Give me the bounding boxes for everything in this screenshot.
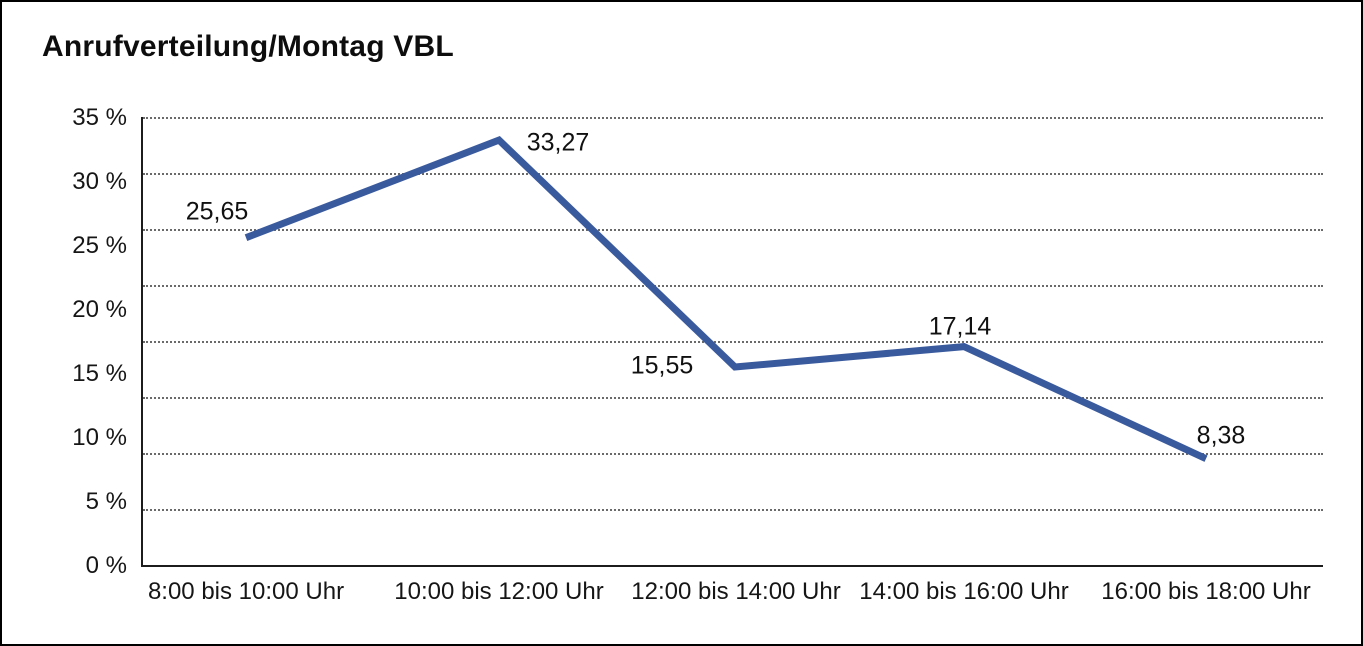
x-tick-label: 8:00 bis 10:00 Uhr (147, 578, 345, 605)
x-tick-label: 10:00 bis 12:00 Uhr (394, 578, 604, 605)
value-label: 33,27 (526, 128, 590, 157)
x-tick-label: 16:00 bis 18:00 Uhr (1101, 578, 1311, 605)
x-axis-line (141, 565, 1323, 567)
y-tick-label: 10 % (72, 424, 127, 451)
data-line (244, 136, 1208, 462)
gridline (143, 509, 1323, 511)
value-label: 25,65 (185, 197, 249, 226)
y-tick-label: 5 % (85, 488, 127, 515)
gridline (143, 453, 1323, 455)
gridline (143, 117, 1323, 119)
gridline (143, 173, 1323, 175)
gridline (143, 285, 1323, 287)
gridline (143, 397, 1323, 399)
y-tick-label: 15 % (72, 360, 127, 387)
y-tick-label: 0 % (85, 552, 127, 579)
y-tick-label: 20 % (72, 296, 127, 323)
gridline (143, 229, 1323, 231)
y-tick-label: 25 % (72, 232, 127, 259)
value-label: 17,14 (928, 312, 992, 341)
value-label: 8,38 (1196, 421, 1246, 450)
gridline (143, 341, 1323, 343)
value-label: 15,55 (630, 351, 694, 380)
y-axis-line (141, 117, 143, 567)
y-tick-label: 30 % (72, 168, 127, 195)
y-tick-label: 35 % (72, 104, 127, 131)
x-tick-label: 12:00 bis 14:00 Uhr (631, 578, 841, 605)
x-tick-label: 14:00 bis 16:00 Uhr (859, 578, 1069, 605)
chart-title: Anrufverteilung/Montag VBL (42, 30, 454, 63)
